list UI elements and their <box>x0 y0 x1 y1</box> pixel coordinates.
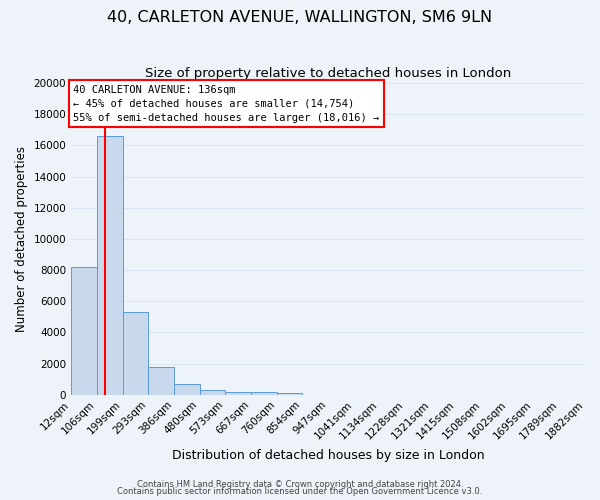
Bar <box>148 366 174 395</box>
X-axis label: Distribution of detached houses by size in London: Distribution of detached houses by size … <box>172 450 484 462</box>
Title: Size of property relative to detached houses in London: Size of property relative to detached ho… <box>145 68 511 80</box>
Y-axis label: Number of detached properties: Number of detached properties <box>15 146 28 332</box>
Bar <box>200 390 226 395</box>
Bar <box>277 393 302 395</box>
Text: 40, CARLETON AVENUE, WALLINGTON, SM6 9LN: 40, CARLETON AVENUE, WALLINGTON, SM6 9LN <box>107 10 493 25</box>
Bar <box>71 267 97 395</box>
Text: Contains HM Land Registry data © Crown copyright and database right 2024.: Contains HM Land Registry data © Crown c… <box>137 480 463 489</box>
Text: 40 CARLETON AVENUE: 136sqm
← 45% of detached houses are smaller (14,754)
55% of : 40 CARLETON AVENUE: 136sqm ← 45% of deta… <box>73 84 379 122</box>
Bar <box>226 392 251 395</box>
Bar <box>97 136 122 395</box>
Bar <box>251 392 277 395</box>
Text: Contains public sector information licensed under the Open Government Licence v3: Contains public sector information licen… <box>118 487 482 496</box>
Bar <box>122 312 148 395</box>
Bar <box>174 384 200 395</box>
